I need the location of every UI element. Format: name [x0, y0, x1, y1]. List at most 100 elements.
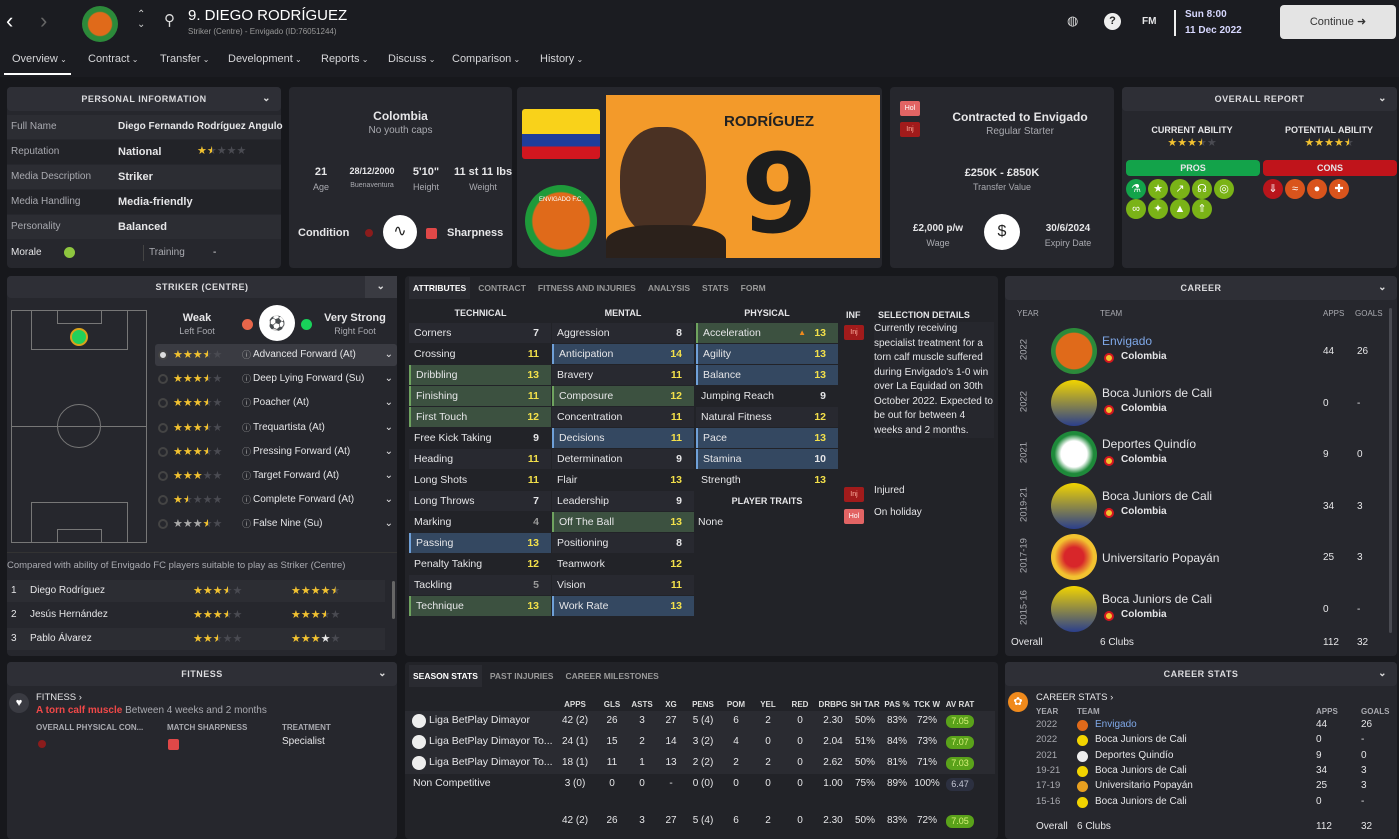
- country[interactable]: Colombia: [373, 109, 428, 123]
- chevron-down-icon[interactable]: ⌄: [384, 470, 393, 481]
- chevron-down-icon[interactable]: ⌄: [384, 518, 393, 530]
- tab-overview[interactable]: Overview ⌄: [4, 53, 71, 75]
- attribute-finishing[interactable]: Finishing 11: [409, 386, 551, 406]
- fitness-link[interactable]: FITNESS ›: [36, 692, 82, 703]
- role-row[interactable]: ★★★★★ ⓘ Trequartista (At) ⌄: [155, 417, 397, 439]
- player-name[interactable]: Diego Rodríguez: [30, 585, 106, 596]
- comparison-row[interactable]: 3 Pablo Álvarez ★★★★★ ★★★★★: [7, 628, 385, 650]
- info-icon[interactable]: ⓘ: [242, 519, 252, 530]
- attribute-strength[interactable]: Strength 13: [696, 470, 838, 490]
- radio-button[interactable]: [158, 446, 168, 457]
- career-team[interactable]: Boca Juniors de Cali: [1102, 488, 1213, 503]
- scrollbar[interactable]: [1389, 308, 1392, 633]
- target-icon[interactable]: ◎: [1214, 179, 1234, 199]
- career-team[interactable]: Universitario Popayán: [1102, 551, 1220, 565]
- season-stats-row[interactable]: 42 (2) 26 3 27 5 (4) 6 2 0 2.30 50% 83% 72% 7.05 Liga…: [405, 711, 995, 732]
- forward-icon[interactable]: ›: [40, 8, 48, 33]
- tab-form[interactable]: FORM: [740, 283, 766, 293]
- season-stats-row[interactable]: 18 (1) 11 1 13 2 (2) 2 2 0 2.62 50% 81% 71% 7.03 Liga…: [405, 753, 995, 774]
- header-ball-icon[interactable]: ●: [1307, 179, 1327, 199]
- season-stats-row[interactable]: 24 (1) 15 2 14 3 (2) 4 0 0 2.04 51% 84% 73% 7.07 Liga…: [405, 732, 995, 753]
- cone-up-icon[interactable]: ⇑: [1192, 199, 1212, 219]
- flask-icon[interactable]: ⚗: [1126, 179, 1146, 199]
- lightbulb-icon[interactable]: ✦: [1148, 199, 1168, 219]
- fm-menu[interactable]: FM: [1142, 16, 1157, 27]
- role-row[interactable]: ★★★★★ ⓘ Deep Lying Forward (Su) ⌄: [155, 368, 397, 390]
- attribute-pace[interactable]: Pace 13: [696, 428, 838, 448]
- attribute-acceleration[interactable]: Acceleration ▲ 13: [696, 323, 838, 343]
- chevron-down-icon[interactable]: ⌄: [384, 397, 393, 409]
- attribute-passing[interactable]: Passing 13: [409, 533, 551, 553]
- role-row[interactable]: ★★★★★ ⓘ Complete Forward (At) ⌄: [155, 489, 397, 511]
- player-name[interactable]: Pablo Álvarez: [30, 633, 92, 644]
- continue-button[interactable]: Continue ➜: [1280, 5, 1396, 39]
- attribute-marking[interactable]: Marking 4: [409, 512, 551, 532]
- tab-career-milestones[interactable]: CAREER MILESTONES: [565, 671, 659, 681]
- attribute-off-the-ball[interactable]: Off The Ball 13: [552, 512, 694, 532]
- attribute-corners[interactable]: Corners 7: [409, 323, 551, 343]
- comparison-row[interactable]: 1 Diego Rodríguez ★★★★★ ★★★★★: [7, 580, 385, 602]
- attribute-vision[interactable]: Vision 11: [552, 575, 694, 595]
- attribute-work-rate[interactable]: Work Rate 13: [552, 596, 694, 616]
- chevron-down-icon[interactable]: ⌄: [384, 373, 393, 385]
- attribute-free-kick-taking[interactable]: Free Kick Taking 9: [409, 428, 551, 448]
- attribute-anticipation[interactable]: Anticipation 14: [552, 344, 694, 364]
- season-stats-row[interactable]: 3 (0) 0 0 - 0 (0) 0 0 0 1.00 75% 89% 100% 6.47 Non Co…: [405, 774, 995, 795]
- radio-button[interactable]: [158, 519, 168, 530]
- competition-name[interactable]: Liga BetPlay Dimayor: [429, 714, 530, 726]
- chevron-down-icon[interactable]: ⌄: [262, 93, 271, 104]
- medical-cross-icon[interactable]: ✚: [1329, 179, 1349, 199]
- attribute-technique[interactable]: Technique 13: [409, 596, 551, 616]
- competition-name[interactable]: Liga BetPlay Dimayor To...: [429, 756, 553, 768]
- chain-icon[interactable]: ∞: [1126, 199, 1146, 219]
- info-icon[interactable]: ⓘ: [242, 495, 252, 506]
- attribute-teamwork[interactable]: Teamwork 12: [552, 554, 694, 574]
- career-nation[interactable]: Colombia: [1121, 608, 1167, 620]
- attribute-agility[interactable]: Agility 13: [696, 344, 838, 364]
- up-down-icon[interactable]: ⌃ ⌄: [137, 9, 146, 30]
- info-icon[interactable]: ⓘ: [242, 350, 252, 360]
- attribute-flair[interactable]: Flair 13: [552, 470, 694, 490]
- team[interactable]: Boca Juniors de Cali: [1095, 795, 1187, 807]
- career-team[interactable]: Boca Juniors de Cali: [1102, 385, 1213, 400]
- attribute-natural-fitness[interactable]: Natural Fitness 12: [696, 407, 838, 427]
- comparison-row[interactable]: 2 Jesús Hernández ★★★★★ ★★★★★: [7, 604, 385, 626]
- attribute-dribbling[interactable]: Dribbling 13: [409, 365, 551, 385]
- attribute-balance[interactable]: Balance 13: [696, 365, 838, 385]
- career-team[interactable]: Boca Juniors de Cali: [1102, 591, 1213, 606]
- tab-analysis[interactable]: ANALYSIS: [647, 283, 691, 293]
- career-nation[interactable]: Colombia: [1121, 454, 1167, 465]
- tab-discuss[interactable]: Discuss ⌄: [388, 53, 435, 65]
- tab-stats[interactable]: STATS: [702, 283, 729, 293]
- search-icon[interactable]: ⚲: [164, 12, 175, 29]
- attribute-tackling[interactable]: Tackling 5: [409, 575, 551, 595]
- radio-button[interactable]: [158, 422, 168, 433]
- radio-button[interactable]: [158, 495, 168, 506]
- chevron-down-icon[interactable]: ⌄: [384, 494, 393, 506]
- cone-down-icon[interactable]: ⇓: [1263, 179, 1283, 199]
- radio-button[interactable]: [158, 374, 168, 385]
- role-row[interactable]: ★★★★★ ⓘ Advanced Forward (At) ⌄: [155, 344, 397, 366]
- injury-name[interactable]: A torn calf muscle: [36, 705, 123, 716]
- attribute-composure[interactable]: Composure 12: [552, 386, 694, 406]
- club-badge-icon[interactable]: [82, 6, 118, 42]
- scrollbar[interactable]: [392, 581, 395, 619]
- cone-trend-icon[interactable]: ▲: [1170, 199, 1190, 219]
- attribute-first-touch[interactable]: First Touch 12: [409, 407, 551, 427]
- back-icon[interactable]: ‹: [6, 8, 14, 33]
- attribute-crossing[interactable]: Crossing 11: [409, 344, 551, 364]
- career-team[interactable]: Deportes Quindío: [1102, 437, 1197, 451]
- info-icon[interactable]: ⓘ: [242, 398, 252, 409]
- attribute-long-shots[interactable]: Long Shots 11: [409, 470, 551, 490]
- player-name[interactable]: Jesús Hernández: [30, 609, 108, 620]
- career-team[interactable]: Envigado: [1102, 334, 1153, 348]
- role-row[interactable]: ★★★★★ ⓘ Target Forward (At) ⌄: [155, 465, 397, 487]
- chevron-down-icon[interactable]: ⌄: [365, 276, 397, 298]
- tab-attributes[interactable]: ATTRIBUTES: [409, 277, 471, 299]
- globe-icon[interactable]: ◍: [1067, 13, 1079, 28]
- attribute-decisions[interactable]: Decisions 11: [552, 428, 694, 448]
- competition-name[interactable]: Non Competitive: [413, 777, 491, 789]
- attribute-heading[interactable]: Heading 11: [409, 449, 551, 469]
- team[interactable]: Deportes Quindío: [1095, 749, 1174, 761]
- chevron-down-icon[interactable]: ⌄: [1378, 282, 1387, 293]
